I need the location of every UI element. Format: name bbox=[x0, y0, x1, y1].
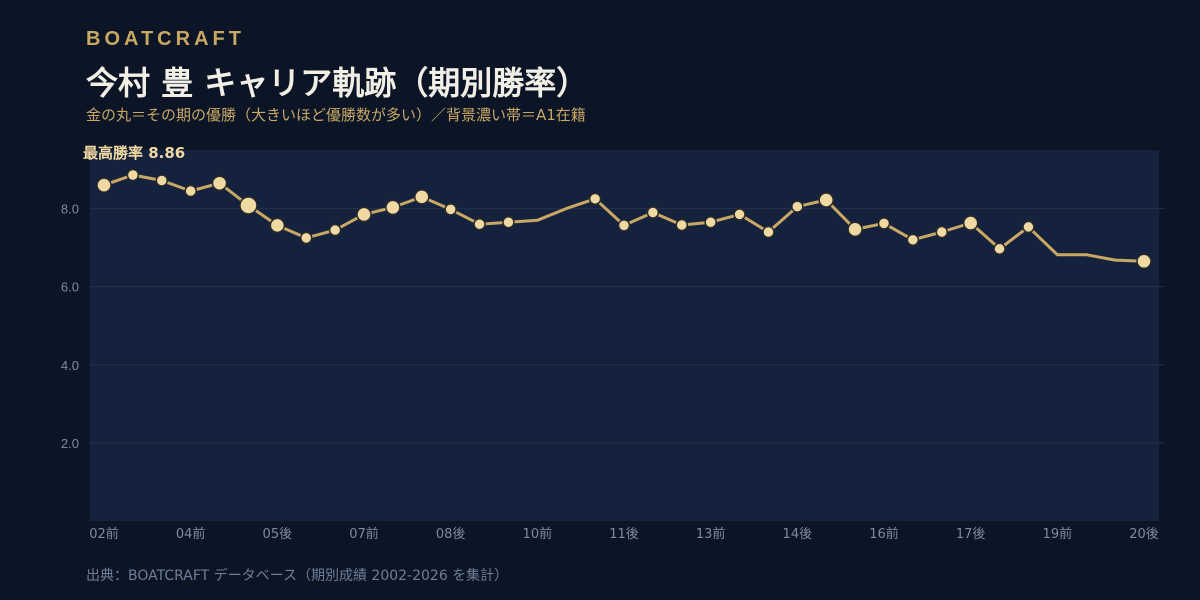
data-point bbox=[588, 192, 602, 206]
data-point bbox=[877, 217, 891, 230]
data-point bbox=[184, 184, 197, 198]
data-point bbox=[385, 199, 401, 216]
y-tick-label: 4.0 bbox=[61, 358, 79, 373]
data-point bbox=[414, 189, 430, 205]
data-point bbox=[675, 218, 689, 232]
data-point bbox=[1136, 253, 1152, 270]
data-point bbox=[935, 225, 949, 239]
data-point bbox=[993, 242, 1006, 256]
data-point bbox=[155, 174, 169, 187]
y-tick-label: 6.0 bbox=[61, 280, 79, 295]
data-point bbox=[1022, 220, 1035, 234]
data-point bbox=[502, 215, 515, 229]
x-tick-label: 16前 bbox=[869, 526, 899, 542]
x-axis-ticks: 02前 04前 05後 07前 08後 10前 11後 13前 14後 16前 17後 19前 20後 bbox=[89, 526, 1159, 542]
y-axis-ticks: 2.0 4.0 6.0 8.0 bbox=[61, 202, 79, 451]
chart-title: 今村 豊 キャリア軌跡（期別勝率） bbox=[86, 64, 589, 102]
data-point bbox=[906, 233, 920, 247]
data-point bbox=[791, 200, 804, 213]
peak-annotation: 最高勝率 8.86 bbox=[83, 144, 185, 162]
data-point bbox=[239, 196, 258, 215]
x-tick-label: 07前 bbox=[349, 526, 379, 542]
data-point bbox=[328, 223, 342, 237]
data-point bbox=[299, 231, 313, 245]
brand-label: BOATCRAFT bbox=[86, 28, 245, 50]
data-point bbox=[646, 206, 660, 219]
x-tick-label: 17後 bbox=[956, 527, 986, 542]
y-tick-label: 8.0 bbox=[61, 202, 79, 217]
plot-background bbox=[90, 150, 1159, 521]
x-tick-label: 02前 bbox=[89, 526, 119, 542]
data-point bbox=[96, 177, 112, 193]
data-point bbox=[962, 215, 979, 231]
data-point bbox=[444, 203, 457, 216]
x-tick-label: 14後 bbox=[783, 527, 813, 542]
x-tick-label: 20後 bbox=[1129, 527, 1159, 542]
grid-lines bbox=[90, 208, 1164, 444]
data-point bbox=[473, 217, 486, 231]
data-point bbox=[818, 192, 834, 208]
data-point bbox=[617, 219, 631, 232]
x-tick-label: 11後 bbox=[609, 527, 639, 542]
data-point bbox=[269, 217, 286, 234]
x-tick-label: 13前 bbox=[696, 526, 726, 542]
data-point bbox=[733, 208, 746, 221]
data-point bbox=[126, 168, 140, 182]
x-tick-label: 04前 bbox=[176, 526, 206, 542]
y-tick-label: 2.0 bbox=[61, 436, 79, 451]
x-tick-label: 19前 bbox=[1043, 526, 1073, 542]
data-point bbox=[356, 206, 372, 223]
source-note: 出典：BOATCRAFT データベース（期別成績 2002-2026 を集計） bbox=[86, 568, 509, 584]
x-tick-label: 05後 bbox=[263, 527, 293, 542]
x-tick-label: 10前 bbox=[523, 526, 553, 542]
data-point bbox=[762, 225, 775, 239]
x-tick-label: 08後 bbox=[436, 527, 466, 542]
data-point bbox=[704, 215, 717, 229]
data-point bbox=[847, 221, 863, 238]
chart-subtitle: 金の丸＝その期の優勝（大きいほど優勝数が多い）／背景濃い帯＝A1在籍 bbox=[86, 106, 586, 124]
win-markers bbox=[96, 168, 1152, 270]
data-point bbox=[211, 175, 228, 191]
